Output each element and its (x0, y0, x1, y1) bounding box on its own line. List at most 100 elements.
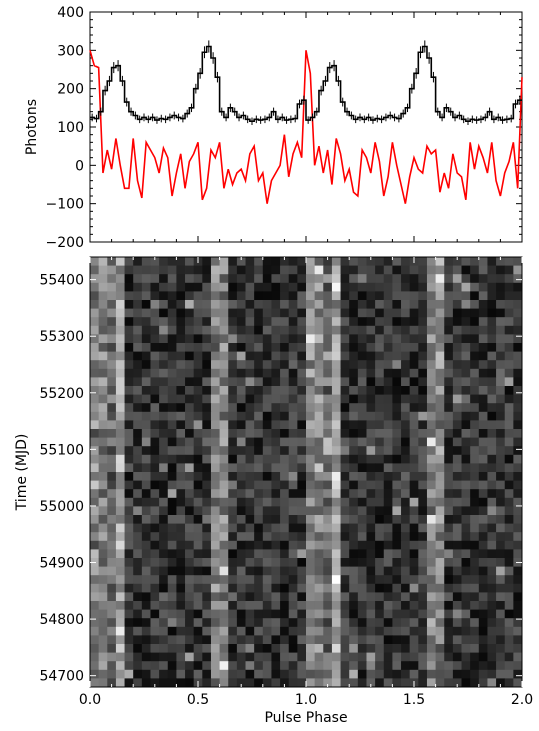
heatmap-cell (107, 420, 117, 430)
heatmap-cell (245, 609, 255, 619)
heatmap-cell (323, 626, 333, 636)
heatmap-cell (219, 489, 229, 499)
heatmap-cell (314, 566, 324, 576)
heatmap-cell (331, 265, 341, 275)
heatmap-cell (288, 351, 298, 361)
heatmap-cell (228, 274, 238, 284)
heatmap-cell (452, 523, 462, 533)
heatmap-cell (470, 618, 480, 628)
heatmap-cell (392, 454, 402, 464)
top-y-axis-label: Photons (24, 99, 40, 155)
heatmap-cell (219, 437, 229, 447)
heatmap-cell (98, 472, 108, 481)
heatmap-cell (236, 446, 246, 456)
heatmap-cell (366, 300, 376, 309)
heatmap-cell (461, 351, 471, 361)
heatmap-cell (306, 351, 316, 361)
heatmap-cell (323, 566, 333, 576)
heatmap-cell (444, 300, 454, 309)
heatmap-cell (470, 575, 480, 585)
heatmap-cell (297, 497, 307, 507)
heatmap-cell (452, 429, 462, 438)
heatmap-cell (271, 265, 281, 275)
heatmap-cell (176, 618, 186, 628)
heatmap-cell (193, 644, 203, 653)
heatmap-cell (314, 463, 324, 473)
heatmap-cell (306, 644, 316, 653)
heatmap-cell (288, 454, 298, 464)
heatmap-cell (323, 291, 333, 301)
heatmap-cell (470, 403, 480, 413)
heatmap-cell (202, 308, 212, 318)
heatmap-cell (210, 411, 220, 421)
heatmap-cell (401, 549, 411, 559)
heatmap-cell (90, 300, 100, 309)
heatmap-cell (90, 411, 100, 421)
heatmap-cell (487, 394, 497, 404)
heatmap-cell (297, 343, 307, 352)
heatmap-cell (409, 291, 419, 301)
heatmap-cell (210, 652, 220, 662)
heatmap-cell (357, 368, 367, 378)
heatmap-cell (366, 377, 376, 387)
heatmap-cell (228, 540, 238, 550)
heatmap-cell (366, 420, 376, 430)
heatmap-cell (349, 540, 359, 550)
heatmap-cell (349, 308, 359, 318)
heatmap-cell (444, 420, 454, 430)
heatmap-cell (487, 575, 497, 585)
heatmap-cell (513, 532, 523, 542)
heatmap-cell (124, 282, 134, 292)
heatmap-cell (133, 351, 143, 361)
heatmap-cell (288, 377, 298, 387)
heatmap-cell (444, 463, 454, 473)
heatmap-cell (288, 411, 298, 421)
heatmap-cell (426, 566, 436, 576)
heatmap-cell (366, 437, 376, 447)
heatmap-cell (262, 274, 272, 284)
heatmap-cell (193, 558, 203, 567)
heatmap-cell (357, 257, 367, 266)
heatmap-cell (262, 652, 272, 662)
heatmap-cell (202, 609, 212, 619)
heatmap-cell (159, 429, 169, 438)
heatmap-cell (487, 480, 497, 490)
heatmap-cell (141, 334, 151, 344)
heatmap-cell (513, 592, 523, 602)
heatmap-cell (340, 403, 350, 413)
heatmap-cell (496, 635, 506, 645)
heatmap-cell (280, 351, 290, 361)
heatmap-cell (452, 678, 462, 688)
heatmap-cell (487, 601, 497, 610)
heatmap-cell (383, 257, 393, 266)
heatmap-cell (426, 394, 436, 404)
heatmap-cell (487, 609, 497, 619)
heatmap-cell (383, 669, 393, 679)
heatmap-cell (418, 644, 428, 653)
heatmap-cell (470, 411, 480, 421)
heatmap-cell (323, 506, 333, 516)
heatmap-cell (210, 265, 220, 275)
heatmap-cell (124, 472, 134, 481)
heatmap-cell (193, 506, 203, 516)
heatmap-cell (202, 394, 212, 404)
heatmap-cell (185, 480, 195, 490)
heatmap-cell (444, 411, 454, 421)
heatmap-cell (306, 523, 316, 533)
heatmap-cell (245, 601, 255, 610)
heatmap-cell (375, 480, 385, 490)
heatmap-cell (262, 282, 272, 292)
heatmap-cell (90, 575, 100, 585)
heatmap-cell (444, 437, 454, 447)
heatmap-cell (401, 368, 411, 378)
heatmap-cell (444, 592, 454, 602)
heatmap-cell (366, 282, 376, 292)
heatmap-cell (452, 360, 462, 370)
heatmap-cell (323, 609, 333, 619)
heatmap-cell (185, 274, 195, 284)
heatmap-cell (461, 549, 471, 559)
heatmap-cell (392, 558, 402, 567)
heatmap-cell (193, 317, 203, 327)
heatmap-cell (280, 661, 290, 671)
